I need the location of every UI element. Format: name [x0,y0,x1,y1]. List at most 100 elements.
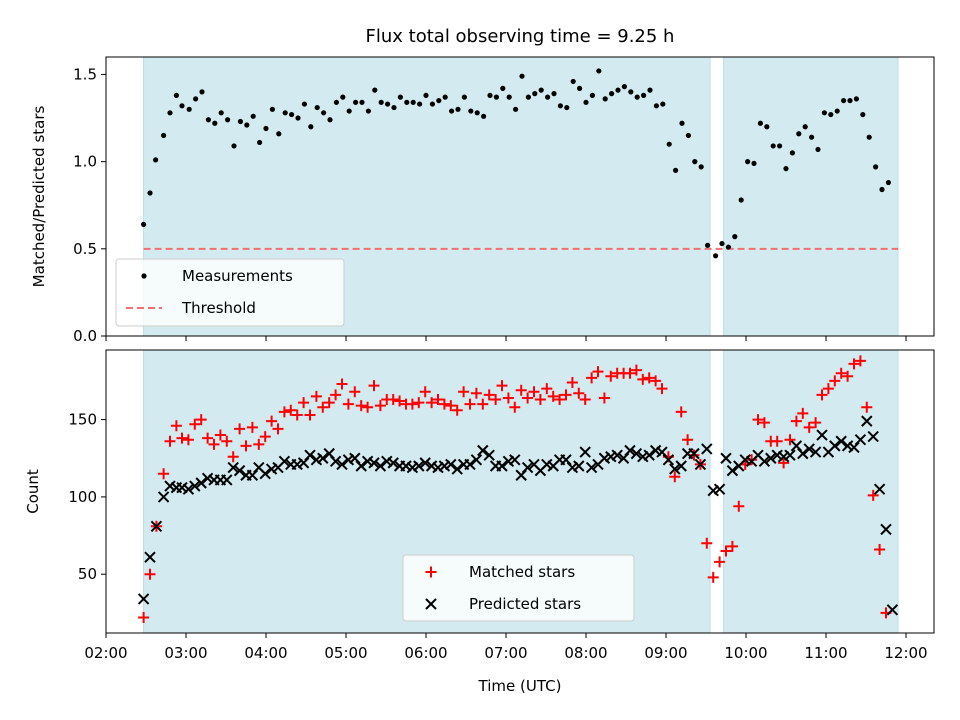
chart-title: Flux total observing time = 9.25 h [366,26,675,47]
legend-label: Measurements [182,267,293,285]
legend-label: Predicted stars [469,595,581,613]
matched-point [221,435,233,447]
matched-point [387,393,399,405]
measurement-point [713,253,719,259]
measurement-point [653,103,660,109]
matched-point [630,364,642,376]
measurement-point [719,240,725,247]
observing-window-2 [723,349,899,634]
matched-point [278,406,290,418]
measurement-point [828,111,834,118]
matched-point [477,398,489,410]
legend-box [115,258,345,327]
measurement-point [789,150,796,156]
matched-point [355,400,367,412]
measurement-point [513,106,519,112]
matched-point [829,375,841,387]
measurement-point [557,103,564,109]
matched-point [669,471,681,483]
measurement-point [500,85,506,91]
predicted-point [144,551,156,563]
predicted-point [630,447,643,460]
predicted-point [835,435,847,447]
matched-point [432,393,444,405]
matched-point [182,434,194,446]
measurement-point [641,92,647,98]
series-measurements [141,68,892,259]
measurement-point [602,96,608,102]
measurement-point [732,234,738,240]
measurement-point [577,85,583,91]
x-tick-label: 07:00 [484,644,527,662]
measurement-point [263,125,269,132]
measurement-point [295,115,301,121]
measurement-point [628,89,634,95]
predicted-point [445,458,457,471]
predicted-point [886,604,899,616]
matched-point [304,409,316,421]
predicted-point [784,449,796,461]
x-tick-label: 12:00 [884,644,927,662]
matched-point [144,568,156,580]
measurement-point [481,113,487,119]
matched-point [733,500,745,512]
predicted-point [329,455,342,468]
measurement-point [487,92,493,98]
matched-point [842,370,854,382]
measurement-point [167,110,173,116]
matched-point [682,434,694,446]
predicted-point [669,463,681,475]
matched-point [464,398,476,410]
matched-point [624,367,636,379]
measurement-point [225,117,231,123]
matched-point [579,393,591,405]
y-tick-label: 0.0 [73,327,97,345]
y-tick-label: 150 [68,411,97,429]
matched-point [598,392,610,404]
measurement-point [282,110,288,116]
matched-point [330,389,342,401]
measurement-point [841,97,847,104]
series-predicted-stars [137,415,899,616]
predicted-point [611,449,623,461]
y-tick-label: 1.5 [73,65,97,83]
predicted-point [816,429,828,441]
measurement-point [442,94,448,100]
measurement-point [153,157,159,163]
measurement-point [276,131,282,137]
measurement-point [834,108,840,114]
predicted-point [355,460,367,472]
measurement-point [815,146,821,153]
predicted-point [726,464,739,477]
predicted-point [336,458,348,471]
measurement-point [738,197,744,203]
measurement-point [796,131,802,137]
predicted-point [688,447,700,460]
x-tick-label: 05:00 [324,644,367,662]
matched-point [637,373,649,385]
matched-point [253,438,265,450]
legend-label: Threshold [181,299,256,317]
matched-point [867,489,879,501]
measurement-point [809,134,815,140]
measurement-point [698,164,704,170]
predicted-point [227,461,239,474]
matched-point [246,421,258,433]
measurement-point [417,101,423,107]
measurement-point [186,106,192,112]
matched-point [317,401,329,413]
predicted-point [137,593,150,605]
matched-point [490,393,502,405]
predicted-point [464,458,476,471]
predicted-point [662,454,675,466]
measurement-point [308,124,314,130]
y-tick-label: 1.0 [73,153,97,171]
predicted-point [861,415,873,427]
y-tick-label: 0.5 [73,240,97,258]
predicted-point [233,464,246,477]
matched-point [522,392,534,404]
x-tick-label: 04:00 [244,644,287,662]
measurement-point [269,106,275,112]
y-axis-label: Matched/Predicted stars [30,106,48,288]
measurement-point [359,99,365,105]
